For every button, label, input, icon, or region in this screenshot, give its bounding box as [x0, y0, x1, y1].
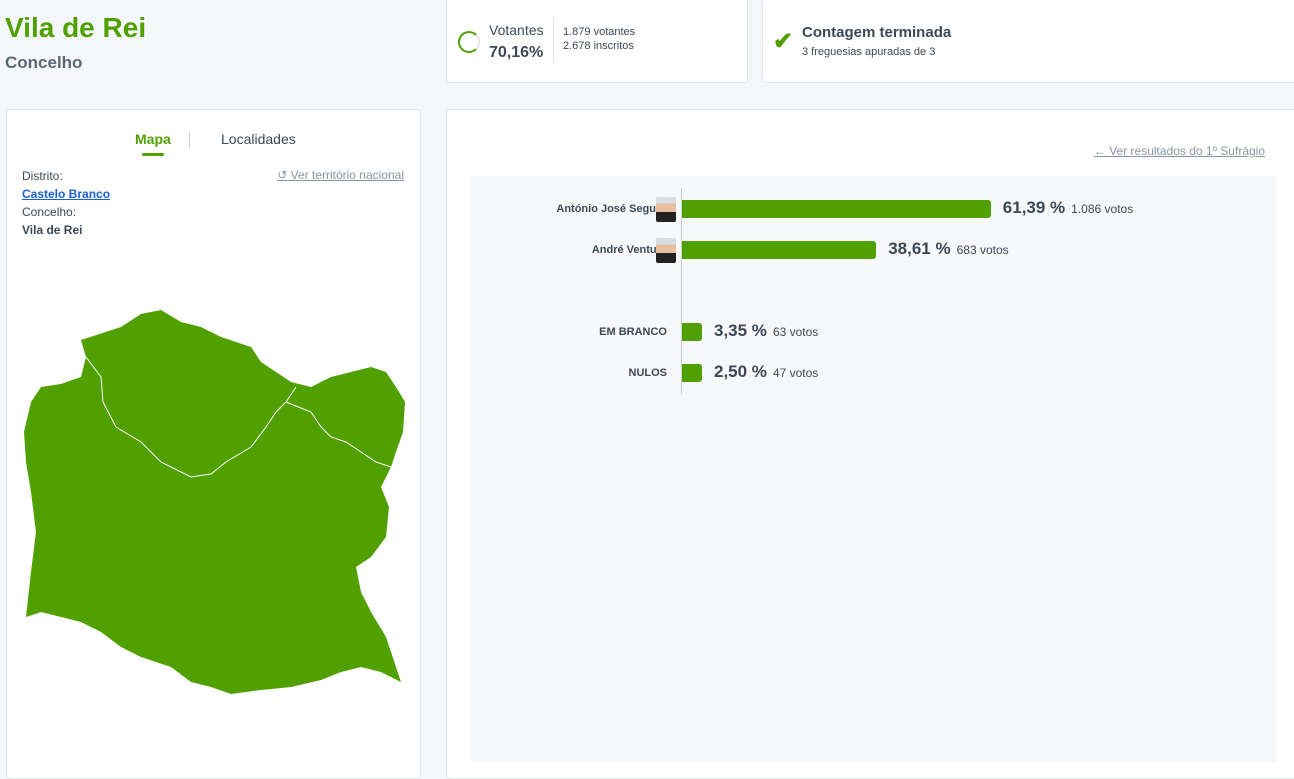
- voters-count: 1.879 votantes: [563, 26, 636, 38]
- results-chart: António José Seguro 61,39 % 1.086 votos And…: [471, 176, 1277, 762]
- map-panel: Mapa Localidades Distrito: Castelo Branc…: [6, 109, 421, 779]
- result-bar: [682, 200, 991, 218]
- count-status-detail: 3 freguesias apuradas de 3: [802, 46, 936, 58]
- result-row: André Ventura 38,61 % 683 votos: [471, 238, 1271, 263]
- result-votes: 1.086 votos: [1071, 202, 1134, 216]
- turnout-ring-icon: [458, 31, 480, 53]
- result-percent: 2,50 % 47 votos: [714, 362, 818, 382]
- result-row: António José Seguro 61,39 % 1.086 votos: [471, 197, 1271, 222]
- arrow-left-icon: ←: [1093, 144, 1106, 158]
- turnout-label: Votantes: [489, 22, 544, 38]
- turnout-percent: 70,16%: [489, 44, 544, 61]
- divider: [553, 17, 554, 63]
- district-label: Distrito:: [22, 169, 63, 183]
- check-icon: ✔: [773, 28, 794, 55]
- result-percent-label: 2,50 %: [714, 362, 767, 381]
- result-name: NULOS: [628, 367, 668, 379]
- district-link[interactable]: Castelo Branco: [22, 187, 111, 201]
- turnout-card: Votantes 70,16% 1.879 votantes 2.678 ins…: [446, 0, 748, 83]
- result-bar: [682, 323, 702, 341]
- chart-axis: [681, 188, 682, 394]
- result-name: António José Seguro: [556, 203, 667, 215]
- result-votes: 47 votos: [772, 366, 819, 380]
- council-map: [24, 310, 405, 694]
- national-territory-link[interactable]: ↺ Ver território nacional: [277, 168, 404, 182]
- result-percent: 38,61 % 683 votos: [888, 239, 1008, 259]
- results-panel: ← Ver resultados do 1º Sufrágio António …: [446, 109, 1294, 779]
- result-votes: 683 votos: [956, 243, 1009, 257]
- result-votes: 63 votos: [772, 325, 819, 339]
- result-percent-label: 61,39 %: [1002, 198, 1066, 217]
- page-subtitle: Concelho: [5, 53, 83, 72]
- result-percent: 61,39 % 1.086 votos: [1003, 198, 1133, 218]
- council-label: Concelho:: [22, 205, 77, 219]
- map-parish-area[interactable]: [24, 310, 405, 694]
- result-row: NULOS 2,50 % 47 votos: [471, 362, 1271, 384]
- candidate-photo: [656, 238, 676, 263]
- count-status-card: ✔ Contagem terminada 3 freguesias apurad…: [762, 0, 1294, 83]
- tab-mapa[interactable]: Mapa: [135, 131, 171, 156]
- result-bar: [682, 364, 702, 382]
- result-percent-label: 38,61 %: [888, 239, 951, 258]
- result-percent: 3,35 % 63 votos: [714, 321, 818, 341]
- national-territory-label: Ver território nacional: [290, 168, 404, 182]
- result-row: EM BRANCO 3,35 % 63 votos: [471, 321, 1271, 343]
- parish-border: [85, 356, 392, 478]
- page-title: Vila de Rei: [5, 12, 147, 43]
- result-percent-label: 3,35 %: [714, 321, 767, 340]
- result-name: EM BRANCO: [599, 326, 667, 338]
- candidate-photo: [656, 197, 676, 222]
- council-value: Vila de Rei: [22, 223, 83, 237]
- tab-divider: [189, 132, 190, 148]
- result-bar: [682, 241, 877, 259]
- registered-count: 2.678 inscritos: [563, 40, 634, 52]
- first-round-results-link[interactable]: ← Ver resultados do 1º Sufrágio: [1094, 144, 1265, 158]
- count-status-title: Contagem terminada: [802, 24, 952, 41]
- undo-icon: ↺: [277, 168, 288, 182]
- first-round-results-label: Ver resultados do 1º Sufrágio: [1109, 144, 1265, 158]
- result-name: André Ventura: [591, 244, 667, 256]
- tab-localidades[interactable]: Localidades: [221, 131, 296, 147]
